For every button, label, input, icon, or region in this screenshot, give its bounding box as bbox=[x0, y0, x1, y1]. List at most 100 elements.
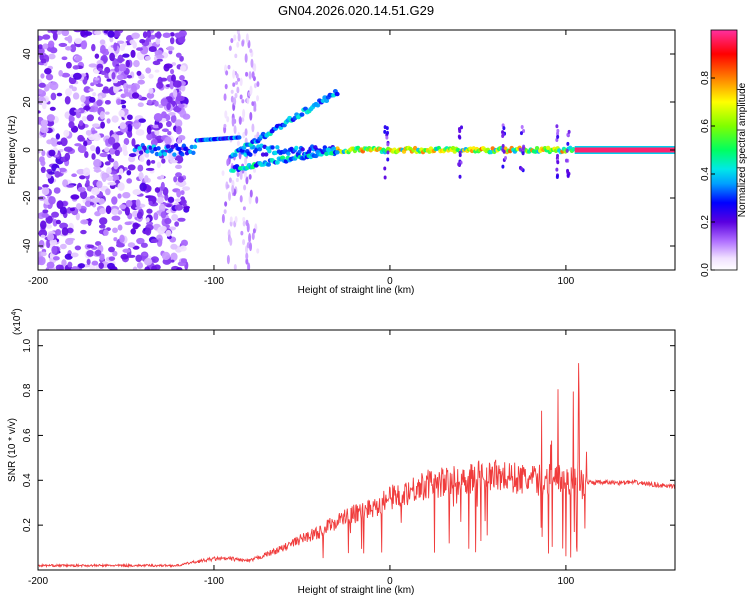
noise-cell bbox=[117, 182, 125, 191]
noise-cell bbox=[65, 46, 72, 51]
noise-cell bbox=[44, 68, 52, 75]
signal-cell bbox=[180, 152, 185, 157]
snr-x-tick-label: -200 bbox=[28, 576, 48, 587]
noise-cell bbox=[157, 196, 164, 204]
noise-cell bbox=[255, 196, 259, 204]
noise-cell bbox=[150, 238, 159, 244]
noise-cell bbox=[228, 191, 232, 201]
noise-cell bbox=[138, 118, 146, 123]
noise-cell bbox=[98, 224, 106, 229]
signal-cell bbox=[260, 152, 266, 157]
noise-cell bbox=[171, 214, 179, 221]
noise-cell bbox=[245, 71, 249, 77]
noise-cell bbox=[124, 221, 133, 226]
noise-cell bbox=[243, 184, 247, 191]
signal-spike bbox=[555, 124, 559, 129]
noise-cell bbox=[111, 208, 119, 215]
noise-cell bbox=[242, 217, 246, 222]
noise-cell bbox=[120, 253, 129, 260]
noise-cell bbox=[75, 212, 80, 221]
noise-cell bbox=[239, 195, 243, 203]
noise-cell bbox=[248, 233, 252, 243]
noise-cell bbox=[46, 114, 55, 122]
noise-cell bbox=[245, 252, 249, 260]
noise-cell bbox=[48, 53, 56, 60]
signal-spike bbox=[501, 143, 505, 148]
noise-cell bbox=[243, 169, 247, 179]
noise-cell bbox=[224, 83, 228, 90]
noise-cell bbox=[152, 124, 160, 129]
signal-spike bbox=[504, 155, 508, 160]
noise-cell bbox=[135, 199, 141, 208]
noise-cell bbox=[103, 86, 109, 92]
noise-cell bbox=[180, 239, 189, 247]
noise-cell bbox=[40, 166, 46, 174]
signal-spike bbox=[566, 132, 570, 137]
snr-y-tick-label: 0.2 bbox=[22, 518, 33, 532]
noise-cell bbox=[242, 220, 246, 227]
noise-cell bbox=[114, 65, 120, 73]
spectrogram-y-tick-label: -20 bbox=[22, 190, 33, 205]
noise-cell bbox=[91, 130, 98, 134]
noise-cell bbox=[242, 239, 246, 246]
noise-cell bbox=[241, 117, 245, 122]
noise-cell bbox=[61, 30, 70, 37]
noise-cell bbox=[160, 211, 167, 219]
noise-cell bbox=[42, 184, 49, 188]
noise-cell bbox=[143, 257, 153, 266]
noise-cell bbox=[229, 237, 233, 246]
snr-x-tick-label: 100 bbox=[558, 576, 575, 587]
noise-cell bbox=[175, 182, 180, 186]
noise-cell bbox=[80, 190, 88, 200]
noise-cell bbox=[161, 251, 171, 261]
noise-cell bbox=[230, 89, 234, 94]
noise-cell bbox=[89, 201, 95, 206]
colorbar-tick-label: 0.2 bbox=[700, 215, 711, 229]
noise-cell bbox=[119, 122, 127, 130]
noise-cell bbox=[136, 47, 143, 51]
noise-cell bbox=[237, 77, 241, 82]
signal-spike bbox=[502, 126, 506, 131]
noise-cell bbox=[80, 219, 89, 225]
noise-cell bbox=[128, 153, 137, 158]
noise-cell bbox=[125, 199, 133, 208]
noise-cell bbox=[38, 88, 43, 95]
noise-cell bbox=[104, 161, 111, 166]
noise-cell bbox=[137, 164, 144, 172]
noise-cell bbox=[249, 111, 253, 121]
noise-cell bbox=[83, 140, 88, 147]
noise-cell bbox=[106, 78, 112, 82]
noise-cell bbox=[180, 190, 185, 196]
noise-cell bbox=[160, 98, 168, 107]
signal-cell bbox=[488, 149, 494, 155]
noise-cell bbox=[132, 189, 142, 196]
noise-cell bbox=[126, 130, 133, 138]
noise-cell bbox=[251, 123, 255, 133]
noise-cell bbox=[132, 41, 137, 49]
noise-cell bbox=[80, 94, 86, 103]
noise-cell bbox=[240, 230, 244, 236]
noise-cell bbox=[161, 158, 166, 164]
noise-cell bbox=[234, 53, 238, 59]
noise-cell bbox=[221, 213, 225, 224]
noise-cell bbox=[154, 100, 159, 107]
noise-cell bbox=[256, 81, 260, 87]
noise-cell bbox=[46, 261, 55, 269]
signal-spike bbox=[457, 127, 461, 132]
colorbar-tick-label: 0.0 bbox=[700, 263, 711, 277]
signal-spike bbox=[518, 147, 522, 152]
noise-cell bbox=[144, 56, 151, 61]
noise-cell bbox=[231, 117, 235, 127]
noise-cell bbox=[59, 222, 69, 229]
noise-cell bbox=[139, 155, 145, 163]
noise-cell bbox=[78, 263, 86, 269]
noise-cell bbox=[69, 107, 78, 116]
noise-cell bbox=[114, 149, 120, 157]
signal-spike bbox=[567, 129, 571, 134]
noise-cell bbox=[116, 98, 122, 105]
noise-cell bbox=[131, 85, 138, 93]
noise-cell bbox=[73, 109, 81, 113]
noise-cell bbox=[78, 120, 84, 127]
noise-cell bbox=[49, 106, 56, 111]
